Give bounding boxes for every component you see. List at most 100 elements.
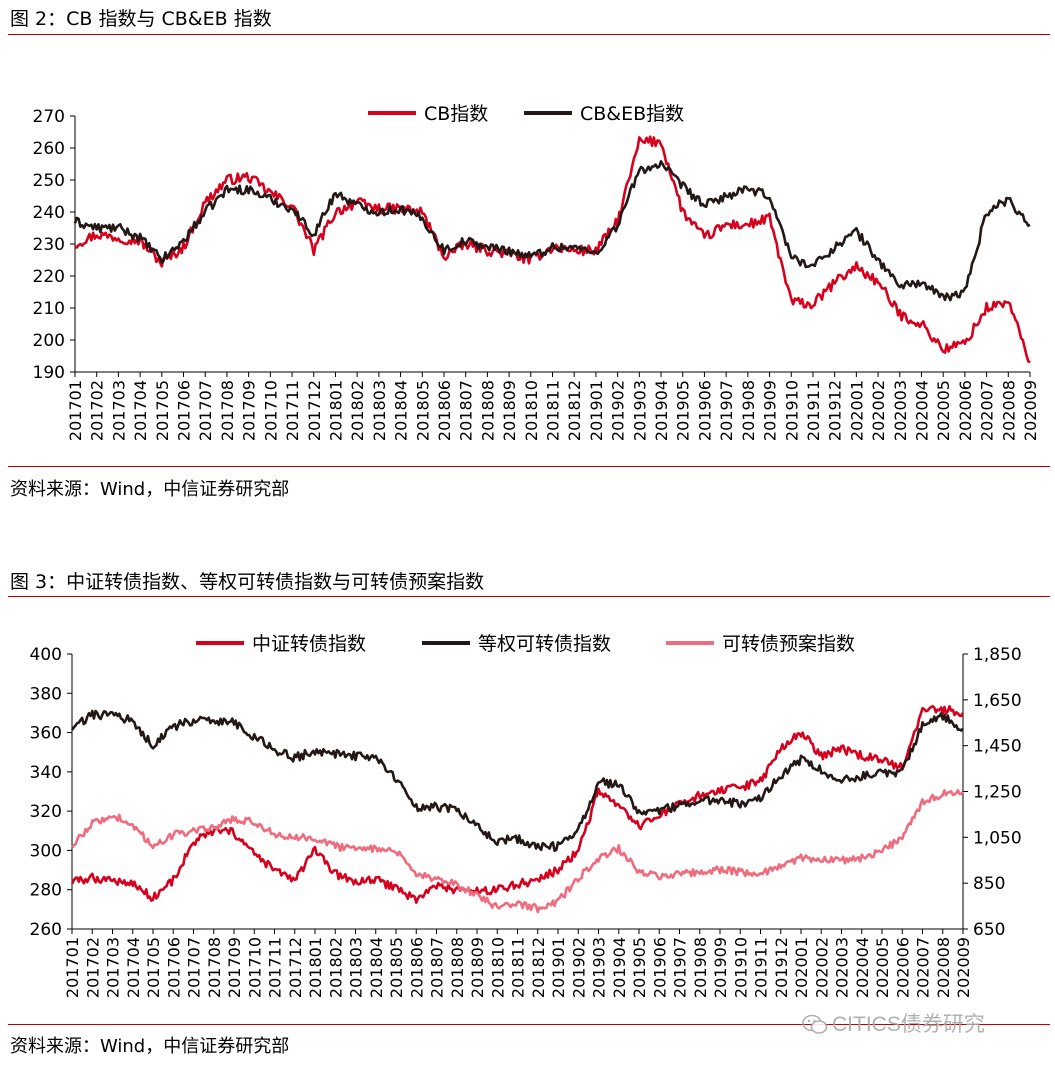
y-tick-label: 240 [33, 203, 65, 223]
watermark-text: CITICS债券研究 [832, 1013, 985, 1036]
x-tick-label: 201705 [144, 937, 163, 998]
x-tick-label: 201902 [609, 380, 628, 441]
x-tick-label: 201812 [529, 937, 548, 998]
x-tick-label: 201905 [674, 380, 693, 441]
x-tick-label: 201906 [695, 380, 714, 441]
x-tick-label: 201904 [652, 380, 671, 441]
figure-2-source: 资料来源：Wind，中信证券研究部 [10, 479, 290, 500]
x-tick-label: 201704 [124, 937, 143, 998]
x-tick-label: 201810 [522, 380, 541, 441]
x-tick-label: 202005 [934, 380, 953, 441]
x-tick-label: 201803 [347, 937, 366, 998]
x-tick-label: 201910 [731, 937, 750, 998]
y-tick-label: 260 [33, 139, 65, 159]
x-tick-label: 201911 [804, 380, 823, 441]
x-tick-label: 201704 [131, 380, 150, 441]
x-tick-label: 201909 [711, 937, 730, 998]
x-tick-label: 202008 [999, 380, 1018, 441]
y2-tick-label: 1,450 [973, 737, 1022, 757]
x-tick-label: 201712 [305, 380, 324, 441]
x-tick-label: 202003 [891, 380, 910, 441]
x-tick-label: 202002 [812, 937, 831, 998]
x-tick-label: 201904 [610, 937, 629, 998]
x-tick-label: 201806 [435, 380, 454, 441]
series-line-0 [74, 135, 1031, 364]
x-tick-label: 201707 [196, 380, 215, 441]
x-tick-label: 201811 [509, 937, 528, 998]
x-tick-label: 201812 [565, 380, 584, 441]
y-tick-label: 260 [30, 920, 62, 940]
legend-label: CB指数 [424, 103, 488, 125]
figure-3-source: 资料来源：Wind，中信证券研究部 [10, 1036, 290, 1057]
y2-tick-label: 650 [973, 920, 1005, 940]
series-line-2 [71, 789, 965, 914]
x-tick-label: 201805 [413, 380, 432, 441]
x-tick-label: 201802 [326, 937, 345, 998]
x-tick-label: 201701 [63, 937, 82, 998]
x-tick-label: 201702 [83, 937, 102, 998]
y2-tick-label: 1,050 [973, 828, 1022, 848]
x-tick-label: 201910 [782, 380, 801, 441]
x-tick-label: 202006 [893, 937, 912, 998]
x-tick-label: 202005 [873, 937, 892, 998]
x-tick-label: 201706 [164, 937, 183, 998]
x-tick-label: 201811 [544, 380, 563, 441]
x-tick-label: 202007 [978, 380, 997, 441]
x-tick-label: 201807 [457, 380, 476, 441]
x-tick-label: 201901 [549, 937, 568, 998]
x-tick-label: 201807 [428, 937, 447, 998]
x-tick-label: 201711 [283, 380, 302, 441]
watermark: CITICS债券研究 [802, 1008, 985, 1038]
x-tick-label: 201708 [218, 380, 237, 441]
series-line-1 [73, 160, 1031, 302]
y-tick-label: 190 [33, 363, 65, 383]
x-tick-label: 201908 [739, 380, 758, 441]
y-tick-label: 380 [30, 684, 62, 704]
x-tick-label: 201903 [590, 937, 609, 998]
y2-tick-label: 850 [973, 874, 1005, 894]
y-tick-label: 220 [33, 267, 65, 287]
y-tick-label: 200 [33, 331, 65, 351]
source-rule-1 [8, 466, 1050, 467]
x-tick-label: 201911 [752, 937, 771, 998]
y-tick-label: 270 [33, 107, 65, 127]
legend-label: 中证转债指数 [252, 633, 366, 655]
source-rule-2 [8, 1024, 1050, 1025]
y-tick-label: 230 [33, 235, 65, 255]
x-tick-label: 201711 [266, 937, 285, 998]
x-tick-label: 201810 [488, 937, 507, 998]
x-tick-label: 201708 [205, 937, 224, 998]
x-tick-label: 201909 [761, 380, 780, 441]
x-tick-label: 201905 [630, 937, 649, 998]
title-rule-mid [8, 596, 1050, 597]
x-tick-label: 201907 [717, 380, 736, 441]
x-tick-label: 201907 [671, 937, 690, 998]
wechat-icon [802, 1015, 828, 1035]
y-tick-label: 400 [30, 645, 62, 665]
x-tick-label: 202002 [869, 380, 888, 441]
y-tick-label: 210 [33, 299, 65, 319]
y-tick-label: 320 [30, 802, 62, 822]
x-tick-label: 201912 [772, 937, 791, 998]
x-tick-label: 202004 [853, 937, 872, 998]
legend-label: 等权可转债指数 [478, 633, 611, 655]
x-tick-label: 201707 [185, 937, 204, 998]
x-tick-label: 201702 [88, 380, 107, 441]
figure-3-title: 图 3：中证转债指数、等权可转债指数与可转债预案指数 [10, 571, 485, 593]
x-tick-label: 202003 [833, 937, 852, 998]
x-tick-label: 201903 [630, 380, 649, 441]
y2-tick-label: 1,250 [973, 783, 1022, 803]
x-tick-label: 201801 [326, 380, 345, 441]
x-tick-label: 201701 [66, 380, 85, 441]
x-tick-label: 201710 [245, 937, 264, 998]
x-tick-label: 201804 [392, 380, 411, 441]
x-tick-label: 201703 [104, 937, 123, 998]
x-tick-label: 201709 [240, 380, 259, 441]
y-tick-label: 300 [30, 841, 62, 861]
x-tick-label: 201709 [225, 937, 244, 998]
x-tick-label: 201803 [370, 380, 389, 441]
series-line-0 [70, 704, 965, 904]
x-tick-label: 201706 [175, 380, 194, 441]
y2-tick-label: 1,650 [973, 691, 1022, 711]
